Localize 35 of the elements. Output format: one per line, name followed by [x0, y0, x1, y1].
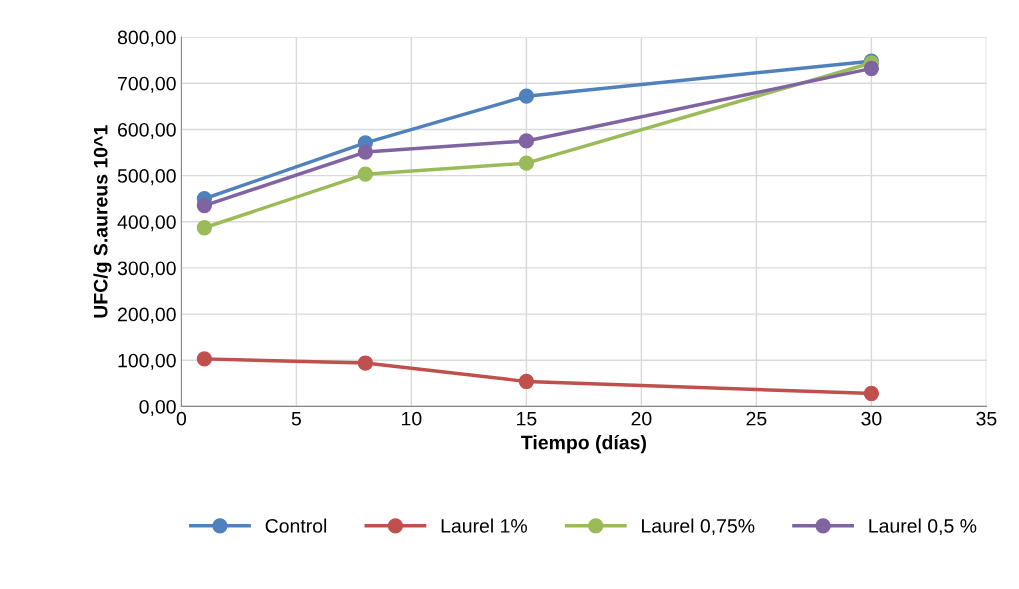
x-tick-label: 30	[861, 411, 882, 426]
point	[863, 385, 880, 402]
x-tick-label: 0	[176, 411, 187, 426]
point	[518, 133, 535, 149]
y-tick-label: 800,00	[117, 30, 176, 47]
point	[518, 155, 535, 171]
y-tick-label: 500,00	[117, 169, 176, 186]
x-axis-title: Tiempo (días)	[521, 434, 646, 454]
y-tick-label: 300,00	[117, 261, 176, 278]
point	[357, 144, 374, 160]
y-tick-label: 100,00	[118, 353, 176, 370]
legend-label: Laurel 0,5 %	[869, 518, 977, 536]
x-tick-label: 5	[291, 411, 301, 426]
y-tick-label: 0,00	[139, 399, 176, 416]
x-tick-label: 25	[746, 411, 767, 426]
point	[518, 88, 535, 104]
x-tick-label: 15	[517, 411, 537, 426]
point	[357, 355, 374, 371]
x-tick-label: 10	[402, 411, 422, 426]
y-tick-label: 700,00	[118, 76, 176, 93]
legend-label: Laurel 0,75%	[642, 518, 755, 536]
point	[518, 373, 535, 390]
y-tick-label: 600,00	[118, 122, 176, 139]
y-tick-label: 400,00	[117, 215, 176, 232]
y-axis-title: UFC/g S.aureus 10^1	[93, 125, 112, 318]
point	[196, 197, 213, 214]
point	[196, 220, 213, 236]
legend-label: Control	[265, 518, 327, 533]
point	[196, 351, 213, 367]
x-tick-label: 35	[976, 411, 997, 426]
legend-label: Laurel 1%	[441, 518, 527, 533]
point	[357, 166, 374, 182]
y-tick-label: 200,00	[118, 307, 176, 324]
x-tick-label: 20	[631, 411, 652, 426]
point	[863, 60, 880, 77]
